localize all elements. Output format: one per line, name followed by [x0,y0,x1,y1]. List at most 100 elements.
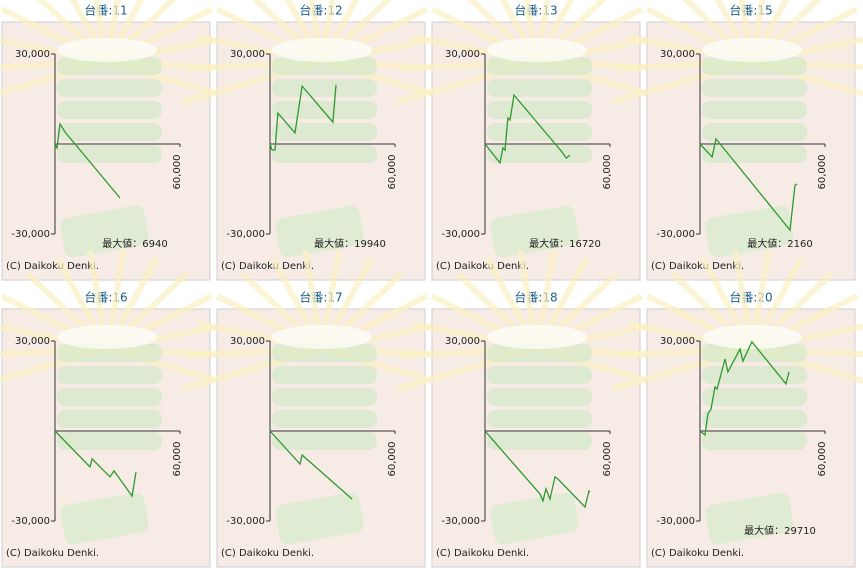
decor-block [57,366,162,384]
y-tick-label: -30,000 [11,516,50,527]
decor-top [702,325,802,349]
chart-title: 台番:13 [514,3,557,18]
decor-block [57,145,162,163]
decor-block [702,123,807,141]
chart-panel: 台番:18 -30,000 30,000 60,000 (C) Daikoku Denk… [396,249,678,568]
max-annotation: 最大値：16720 [529,237,601,250]
decor-block [487,123,592,141]
decor-block [487,145,592,163]
decor-top [487,38,587,62]
data-line [699,340,790,437]
decor-block [272,57,377,75]
decor-block [702,410,807,428]
decor-tray [275,205,364,258]
decor-block [487,410,592,428]
decor-block [702,432,807,450]
data-line [484,430,591,509]
decor-tray [60,205,149,258]
data-line [699,137,798,232]
copyright: (C) Daikoku Denki. [221,548,314,559]
copyright: (C) Daikoku Denki. [221,261,314,272]
decor-block [272,101,377,119]
chart-title: 台番:17 [299,290,342,305]
decor-block [272,432,377,450]
decor-block [487,79,592,97]
decor-block [487,101,592,119]
copyright: (C) Daikoku Denki. [6,548,99,559]
decor-tray [60,492,149,545]
decor-block [57,57,162,75]
y-tick-label: 30,000 [445,336,480,347]
chart-title: 台番:11 [84,3,127,18]
decor-tray [705,205,794,258]
decor-block [487,388,592,406]
y-tick-label: -30,000 [226,516,265,527]
x-tick-label: 60,000 [817,155,828,190]
y-tick-label: 30,000 [660,336,695,347]
decor-block [272,123,377,141]
decor-block [702,388,807,406]
decor-block [57,388,162,406]
y-tick-label: -30,000 [656,229,695,240]
chart-panel: 台番:13 -30,000 30,000 60,000 最大値：16720(C) Dai… [396,0,678,281]
chart-panel: 台番:12 -30,000 30,000 60,000 最大値：19940(C) Dai… [181,0,463,281]
chart-panel: 台番:16 -30,000 30,000 60,000 (C) Daikoku Denk… [0,249,248,568]
decor-block [702,366,807,384]
decor-block [487,432,592,450]
decor-block [272,388,377,406]
data-line [54,430,137,498]
decor-block [57,344,162,362]
copyright: (C) Daikoku Denki. [436,261,529,272]
max-annotation: 最大値：19940 [314,237,386,250]
decor-tray [490,205,579,258]
x-tick-label: 60,000 [172,155,183,190]
y-tick-label: -30,000 [656,516,695,527]
chart-panel: 台番:11 -30,000 30,000 60,000 最大値：6940(C) Daik… [0,0,248,281]
decor-top [487,325,587,349]
copyright: (C) Daikoku Denki. [436,548,529,559]
chart-title: 台番:12 [299,3,342,18]
copyright: (C) Daikoku Denki. [6,261,99,272]
decor-block [272,410,377,428]
decor-block [487,344,592,362]
decor-top [57,38,157,62]
decor-block [702,101,807,119]
decor-tray [705,492,794,545]
decor-block [272,145,377,163]
decor-block [702,145,807,163]
data-line [269,430,353,500]
chart-panel: 台番:17 -30,000 30,000 60,000 (C) Daikoku Denk… [181,249,463,568]
decor-top [272,38,372,62]
max-annotation: 最大値：2160 [747,237,812,250]
decor-block [702,344,807,362]
x-tick-label: 60,000 [172,442,183,477]
chart-title: 台番:18 [514,290,557,305]
y-tick-label: -30,000 [11,229,50,240]
chart-title: 台番:16 [84,290,127,305]
y-tick-label: -30,000 [441,229,480,240]
x-tick-label: 60,000 [817,442,828,477]
decor-block [57,410,162,428]
decor-block [57,79,162,97]
decor-block [272,366,377,384]
decor-tray [490,492,579,545]
y-tick-label: 30,000 [230,49,265,60]
decor-block [487,366,592,384]
x-tick-label: 60,000 [602,155,613,190]
copyright: (C) Daikoku Denki. [651,548,744,559]
chart-panel: 台番:15 -30,000 30,000 60,000 最大値：2160(C) Daik… [611,0,863,281]
decor-block [57,101,162,119]
y-tick-label: 30,000 [15,336,50,347]
x-tick-label: 60,000 [602,442,613,477]
decor-block [272,344,377,362]
data-line [484,93,571,165]
chart-title: 台番:20 [729,290,772,305]
decor-top [272,325,372,349]
decor-block [487,57,592,75]
decor-block [702,57,807,75]
x-tick-label: 60,000 [387,442,398,477]
decor-block [57,123,162,141]
chart-title: 台番:15 [729,3,772,18]
decor-top [57,325,157,349]
